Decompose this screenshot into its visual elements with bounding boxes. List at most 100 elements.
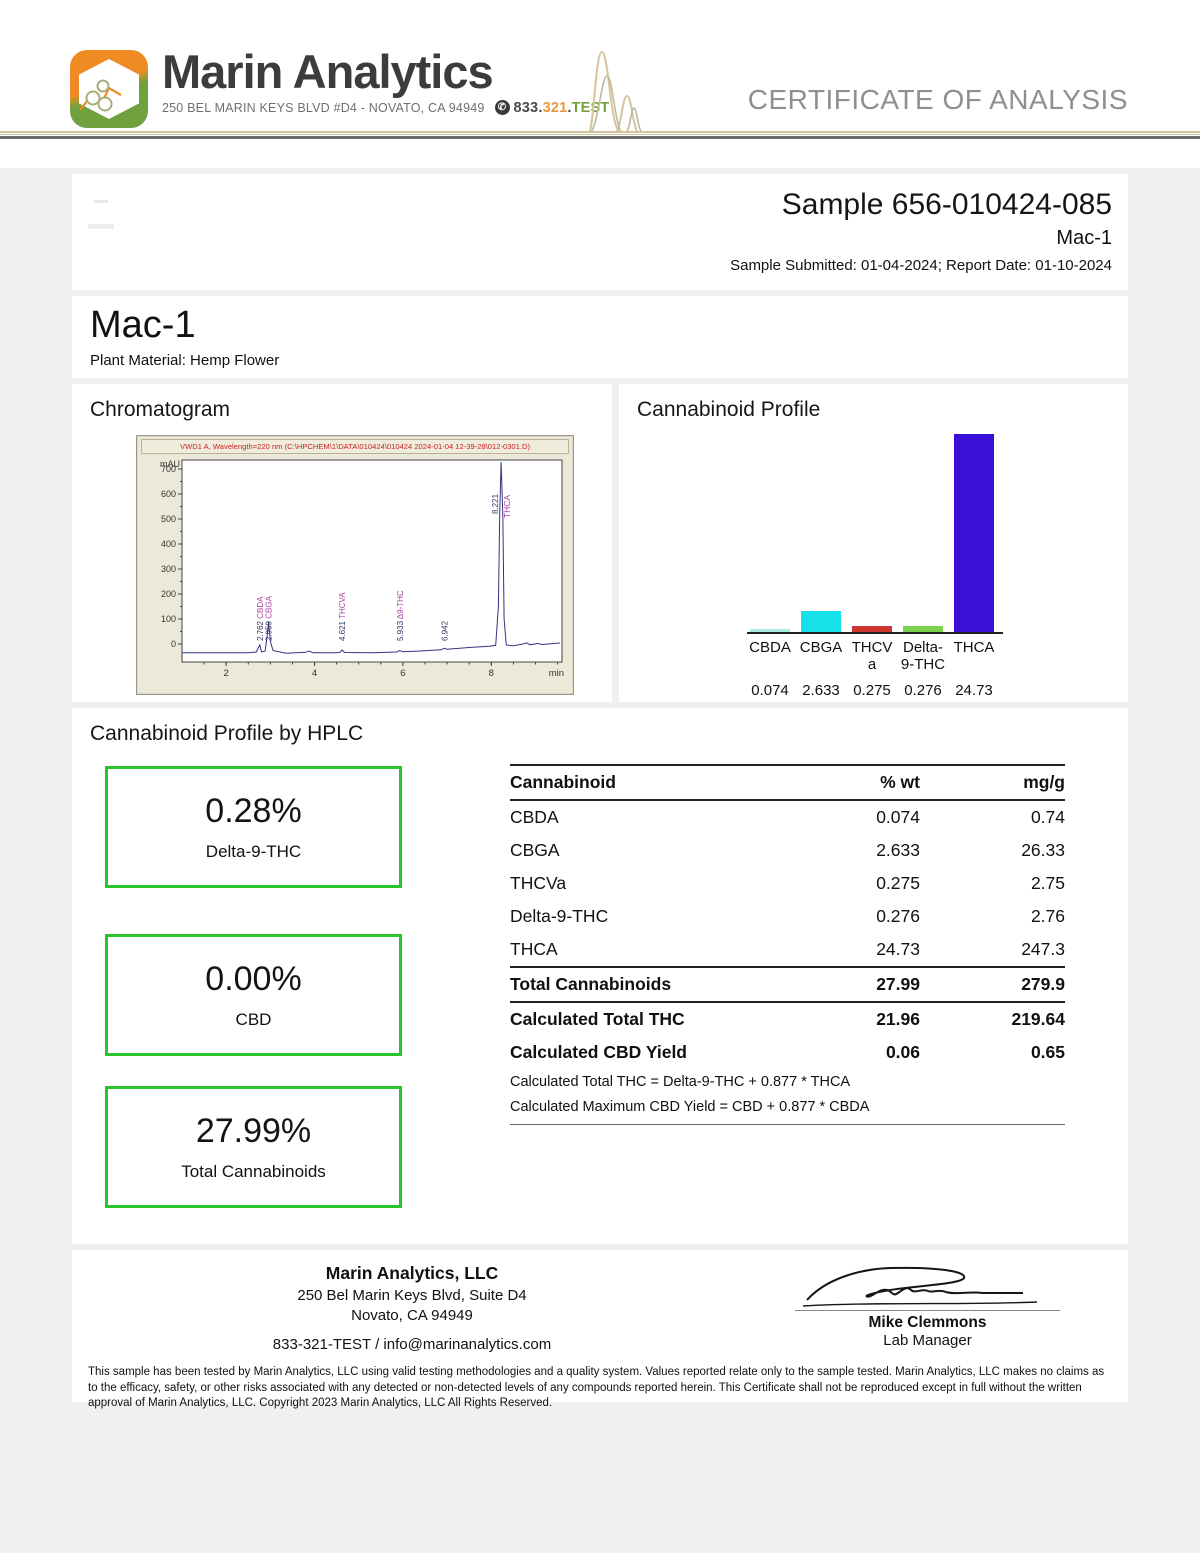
hplc-table-column: Cannabinoid% wt mg/g CBDA 0.074 0.74 CBGA 2.63… xyxy=(510,754,1128,1208)
summary-box-total-cannabinoids: 27.99% Total Cannabinoids xyxy=(105,1086,402,1208)
header-divider xyxy=(0,131,1200,139)
chromatogram-trace xyxy=(182,461,560,654)
bar-value: 0.275 xyxy=(853,682,891,699)
brand-phone: ✆ 833. 321. TEST xyxy=(494,100,610,116)
cannabinoid-table: Cannabinoid% wt mg/g CBDA 0.074 0.74 CBGA 2.63… xyxy=(510,764,1065,1125)
bar-value: 2.633 xyxy=(802,682,840,699)
summary-column: 0.28% Delta-9-THC 0.00% CBD 27.99% Total… xyxy=(72,754,510,1208)
bar-label: Delta- 9-THC xyxy=(900,639,946,673)
report-body: Sample 656-010424-085 Mac-1 Sample Submi… xyxy=(0,174,1200,1409)
summary-box-delta9thc: 0.28% Delta-9-THC xyxy=(105,766,402,888)
svg-text:2.959 CBGA: 2.959 CBGA xyxy=(265,595,274,641)
formula-note: Calculated Maximum CBD Yield = CBD + 0.8… xyxy=(510,1094,1065,1125)
signer-title: Lab Manager xyxy=(883,1332,972,1349)
svg-text:6: 6 xyxy=(400,668,405,679)
lab-address-block: Marin Analytics, LLC 250 Bel Marin Keys … xyxy=(172,1262,652,1355)
svg-text:4.621 THCVA: 4.621 THCVA xyxy=(338,592,347,641)
faint-mark xyxy=(94,200,108,203)
table-row-calculated: Calculated Total THC 21.96 219.64 xyxy=(510,1009,1065,1029)
table-row-Delta-9-THC: Delta-9-THC 0.276 2.76 xyxy=(510,906,1065,926)
phone-icon: ✆ xyxy=(494,100,510,116)
bar-CBGA xyxy=(798,434,844,632)
svg-text:8.221: 8.221 xyxy=(491,493,500,514)
instrument-line: VWD1 A, Wavelength=220 nm (C:\HPCHEM\1\D… xyxy=(141,439,569,454)
bar-label: CBDA xyxy=(749,639,791,656)
lab-name: Marin Analytics, LLC xyxy=(325,1263,499,1283)
hplc-section: Cannabinoid Profile by HPLC 0.28% Delta-… xyxy=(72,708,1128,1244)
table-row-CBDA: CBDA 0.074 0.74 xyxy=(510,807,1065,827)
hplc-title: Cannabinoid Profile by HPLC xyxy=(90,722,364,745)
footer: Marin Analytics, LLC 250 Bel Marin Keys … xyxy=(72,1250,1128,1409)
bar-chart-bars xyxy=(747,434,1003,634)
table-header-row: Cannabinoid% wt mg/g xyxy=(510,764,1065,801)
brand-name: Marin Analytics xyxy=(162,45,494,98)
summary-value: 27.99% xyxy=(195,1112,312,1150)
signature-line xyxy=(795,1310,1060,1311)
summary-label: CBD xyxy=(235,1010,272,1029)
summary-label: Total Cannabinoids xyxy=(181,1162,326,1181)
bar-THCA xyxy=(951,434,997,632)
bar-Delta-9-THC xyxy=(900,434,946,632)
signature-image xyxy=(802,1266,1038,1307)
sample-info-box: Sample 656-010424-085 Mac-1 Sample Submi… xyxy=(72,174,1128,290)
lab-address-line1: 250 Bel Marin Keys Blvd, Suite D4 xyxy=(297,1286,527,1304)
bar-label: THCV a xyxy=(851,639,893,673)
svg-text:4: 4 xyxy=(312,668,317,679)
summary-value: 0.28% xyxy=(205,792,302,830)
bar-THCVa xyxy=(849,434,895,632)
summary-label: Delta-9-THC xyxy=(205,842,302,861)
lab-address-line2: Novato, CA 94949 xyxy=(351,1306,473,1324)
svg-text:700: 700 xyxy=(161,464,176,474)
table-row-calculated: Calculated CBD Yield 0.06 0.65 xyxy=(510,1042,1065,1062)
product-box: Mac-1 Plant Material: Hemp Flower xyxy=(72,296,1128,378)
table-row-total: Total Cannabinoids 27.99 279.9 xyxy=(510,967,1065,1003)
svg-text:2.762 CBDA: 2.762 CBDA xyxy=(256,596,265,641)
svg-text:THCA: THCA xyxy=(502,495,512,518)
svg-text:8: 8 xyxy=(489,668,494,679)
bar-label: CBGA xyxy=(799,639,843,656)
svg-text:5.933 Δ9-THC: 5.933 Δ9-THC xyxy=(396,590,405,641)
svg-text:2: 2 xyxy=(224,668,229,679)
certificate-title: CERTIFICATE OF ANALYSIS xyxy=(747,84,1128,115)
product-material: Plant Material: Hemp Flower xyxy=(90,352,280,369)
signature-block: Mike Clemmons Lab Manager xyxy=(795,1262,1060,1355)
brand-block: Marin Analytics 250 BEL MARIN KEYS BLVD … xyxy=(162,46,609,116)
svg-text:6.942: 6.942 xyxy=(441,620,450,641)
bar-CBDA xyxy=(747,434,793,632)
signer-name: Mike Clemmons xyxy=(868,1314,987,1331)
svg-text:0: 0 xyxy=(171,639,176,649)
sample-id: Sample 656-010424-085 xyxy=(781,188,1112,221)
chromatogram-section: Chromatogram VWD1 A, Wavelength=220 nm (… xyxy=(72,384,612,702)
svg-text:500: 500 xyxy=(161,514,176,524)
header: Marin Analytics 250 BEL MARIN KEYS BLVD … xyxy=(0,0,1200,168)
bar-chart-values: 0.074 2.633 0.275 0.276 24.73 xyxy=(747,682,1003,699)
svg-text:600: 600 xyxy=(161,489,176,499)
product-name: Mac-1 xyxy=(90,304,196,346)
lab-contact: 833-321-TEST / info@marinanalytics.com xyxy=(272,1336,552,1354)
summary-box-cbd: 0.00% CBD xyxy=(105,934,402,1056)
bar-value: 0.276 xyxy=(904,682,942,699)
cannabinoid-profile-section: Cannabinoid Profile CBDA CBGA THCV a Delta- 9… xyxy=(619,384,1128,702)
svg-text:300: 300 xyxy=(161,564,176,574)
chromatogram-title: Chromatogram xyxy=(90,398,231,421)
svg-text:200: 200 xyxy=(161,589,176,599)
svg-text:100: 100 xyxy=(161,614,176,624)
bar-chart-categories: CBDA CBGA THCV a Delta- 9-THC THCA xyxy=(747,639,1003,673)
sample-dates: Sample Submitted: 01-04-2024; Report Dat… xyxy=(730,257,1112,274)
brand-logo xyxy=(70,50,148,128)
table-row-CBGA: CBGA 2.633 26.33 xyxy=(510,840,1065,860)
table-row-THCA: THCA 24.73 247.3 xyxy=(510,933,1065,968)
svg-text:min: min xyxy=(549,668,564,679)
bar-value: 24.73 xyxy=(955,682,993,699)
svg-text:400: 400 xyxy=(161,539,176,549)
bar-value: 0.074 xyxy=(751,682,789,699)
bar-label: THCA xyxy=(953,639,995,656)
summary-value: 0.00% xyxy=(205,960,302,998)
brand-address: 250 BEL MARIN KEYS BLVD #D4 - NOVATO, CA… xyxy=(162,100,485,115)
chromatogram-peaks-icon xyxy=(578,50,650,135)
svg-text:mAU: mAU xyxy=(160,459,180,469)
sample-name: Mac-1 xyxy=(1056,227,1112,249)
chromatogram-panel: VWD1 A, Wavelength=220 nm (C:\HPCHEM\1\D… xyxy=(136,435,574,695)
disclaimer-text: This sample has been tested by Marin Ana… xyxy=(88,1366,1105,1409)
